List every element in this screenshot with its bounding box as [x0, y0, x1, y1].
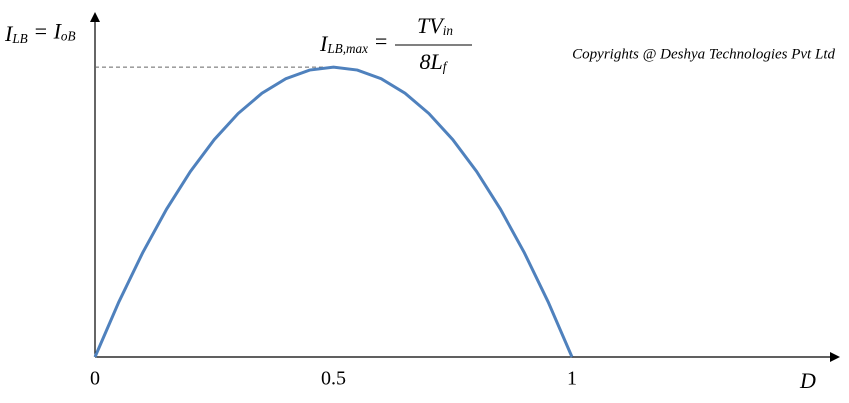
- subscript: f: [443, 59, 449, 74]
- y-axis-arrow: [90, 12, 100, 22]
- formula-text: ILB = IoB: [4, 18, 76, 46]
- subscript: LB: [11, 31, 27, 46]
- curve: [93, 65, 574, 358]
- text-part: I: [319, 31, 329, 56]
- subscript: LB,max: [326, 41, 368, 56]
- text-part: =: [368, 28, 388, 53]
- x-axis-label: D: [799, 368, 816, 393]
- text-part: 8L: [420, 49, 443, 74]
- x-tick-label: 0.5: [321, 368, 346, 390]
- subscript: in: [443, 23, 454, 38]
- x-tick-label: 0: [90, 368, 100, 390]
- formula-text: 8Lf: [420, 49, 449, 74]
- subscript: oB: [61, 28, 76, 43]
- x-axis-arrow: [830, 352, 840, 362]
- formula-text: TVin: [417, 13, 453, 38]
- text-part: = I: [28, 18, 63, 43]
- text-part: TV: [417, 13, 445, 38]
- text-part: I: [4, 21, 14, 46]
- formula-text: ILB,max =: [319, 28, 388, 56]
- watermark: Copyrights @ Deshya Technologies Pvt Ltd: [572, 46, 835, 62]
- x-tick-label: 1: [567, 368, 577, 390]
